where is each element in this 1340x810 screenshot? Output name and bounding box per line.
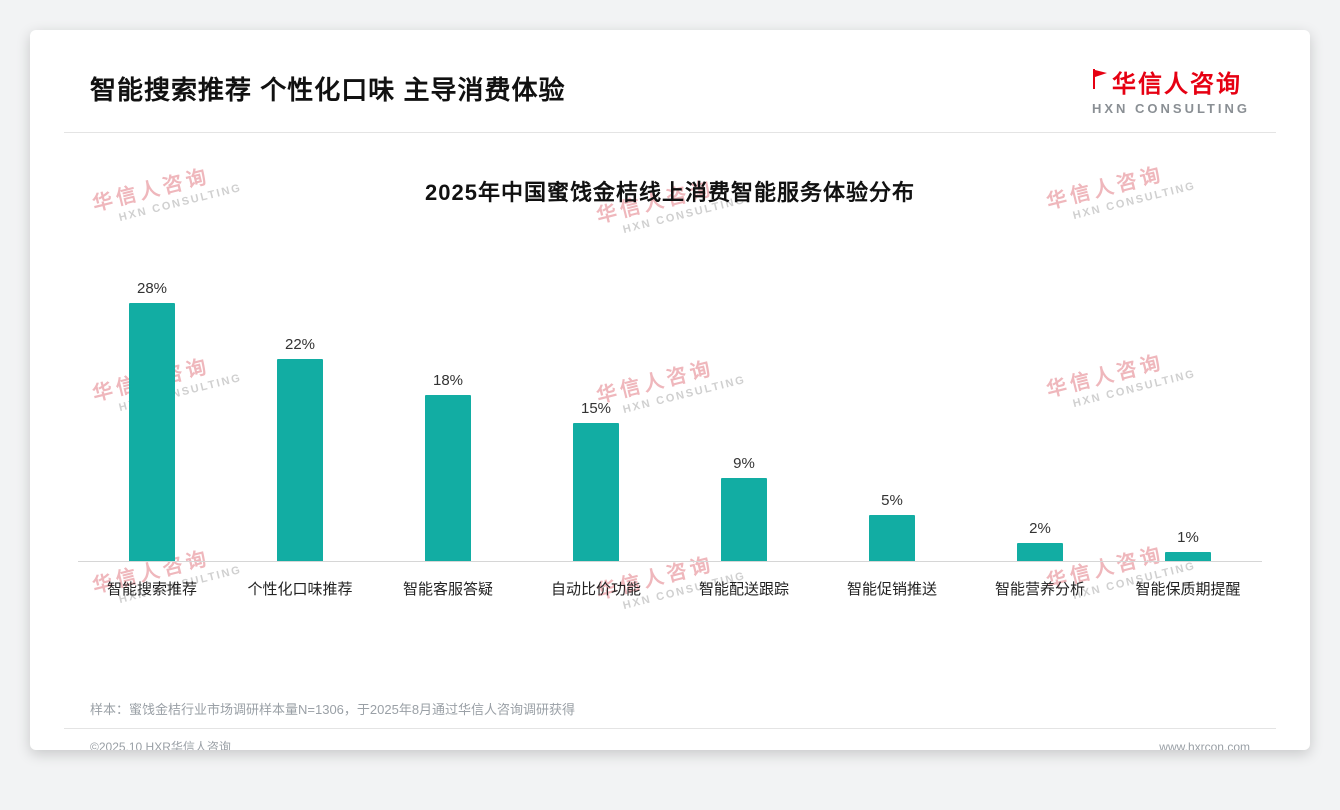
bar-group: 5% (818, 267, 966, 561)
bar-category-label: 智能客服答疑 (402, 581, 493, 598)
bar (869, 515, 915, 561)
sample-footnote: 样本：蜜饯金桔行业市场调研样本量N=1306，于2025年8月通过华信人咨询调研… (90, 702, 576, 717)
bar-value-label: 18% (432, 372, 464, 389)
footer: ©2025.10 HXR华信人咨询 www.hxrcon.com (64, 728, 1276, 750)
company-logo: 华信人咨询 HXN CONSULTING (1092, 64, 1250, 116)
bar (425, 395, 471, 561)
copyright-text: ©2025.10 HXR华信人咨询 (90, 740, 231, 750)
bar-series: 28% 22% 18% 15% 9% 5% 2% 1% (78, 267, 1262, 562)
bar-value-label: 2% (1029, 520, 1051, 537)
bar-value-label: 9% (733, 455, 755, 472)
bar-category-label: 智能促销推送 (846, 581, 937, 598)
bar-category-label: 个性化口味推荐 (247, 581, 353, 598)
bar-group: 9% (670, 267, 818, 561)
bar-group: 2% (966, 267, 1114, 561)
bar-value-label: 1% (1177, 529, 1199, 546)
website-url: www.hxrcon.com (1159, 739, 1250, 751)
bar (277, 359, 323, 561)
bar-category-label: 自动比价功能 (550, 581, 641, 598)
header: 智能搜索推荐 个性化口味 主导消费体验 华信人咨询 HXN CONSULTING (64, 30, 1276, 133)
bar (721, 478, 767, 561)
bar-category-label: 智能搜索推荐 (106, 581, 197, 598)
bar (1165, 552, 1211, 561)
bar-group: 18% (374, 267, 522, 561)
bar-value-label: 28% (136, 280, 168, 297)
bar-group: 1% (1114, 267, 1262, 561)
logo-text-cn: 华信人咨询 (1111, 71, 1242, 98)
bar-category-label: 智能保质期提醒 (1135, 581, 1241, 598)
category-axis: 智能搜索推荐 个性化口味推荐 智能客服答疑 自动比价功能 智能配送跟踪 智能促销推送 智能营… (78, 562, 1262, 599)
bar (1017, 543, 1063, 561)
bar-category-label: 智能营养分析 (994, 581, 1085, 598)
bar-value-label: 22% (284, 336, 316, 353)
flag-icon (1092, 68, 1108, 95)
bar-group: 28% (78, 267, 226, 561)
report-slide: 华信人咨询 HXN CONSULTING 华信人咨询 HXN CONSULTING 华信… (30, 30, 1310, 750)
bar-category-label: 智能配送跟踪 (698, 581, 789, 598)
chart-title: 2025年中国蜜饯金桔线上消费智能服务体验分布 (425, 180, 915, 205)
bar (129, 303, 175, 561)
page-title: 智能搜索推荐 个性化口味 主导消费体验 (90, 75, 566, 105)
logo-text-en: HXN CONSULTING (1091, 101, 1250, 116)
bar-value-label: 15% (580, 400, 612, 417)
bar-group: 22% (226, 267, 374, 561)
bar-group: 15% (522, 267, 670, 561)
bar-value-label: 5% (881, 492, 903, 509)
bar (573, 423, 619, 561)
